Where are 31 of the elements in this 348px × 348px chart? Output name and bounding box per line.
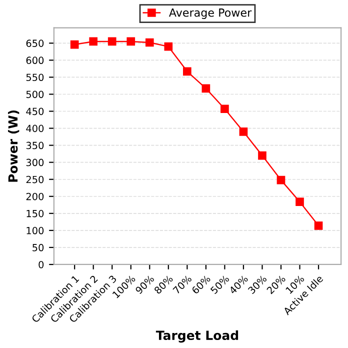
legend-label: Average Power bbox=[168, 8, 252, 19]
point bbox=[108, 37, 116, 46]
point bbox=[220, 104, 229, 114]
point bbox=[314, 221, 323, 230]
y-tick-label: 150 bbox=[26, 210, 44, 218]
y-tick-label: 400 bbox=[26, 124, 44, 132]
y-tick-label: 450 bbox=[26, 108, 44, 116]
y-tick-label: 0 bbox=[38, 260, 44, 268]
point bbox=[202, 84, 210, 93]
y-tick-label: 550 bbox=[26, 74, 44, 82]
y-axis-title: Power (W) bbox=[8, 110, 20, 182]
point bbox=[70, 40, 79, 49]
point bbox=[183, 67, 192, 76]
x-axis-title: Target Load bbox=[156, 330, 238, 343]
point bbox=[145, 38, 154, 47]
y-tick-label: 50 bbox=[32, 244, 44, 252]
y-tick-label: 650 bbox=[26, 40, 44, 47]
y-tick-label: 350 bbox=[26, 142, 44, 150]
point bbox=[89, 37, 98, 46]
point bbox=[239, 128, 248, 136]
y-tick-label: 250 bbox=[26, 176, 44, 184]
y-tick-label: 600 bbox=[26, 56, 44, 64]
point bbox=[164, 42, 173, 51]
y-tick-label: 200 bbox=[26, 192, 44, 200]
point bbox=[276, 176, 286, 184]
y-tick-label: 500 bbox=[26, 90, 44, 98]
y-tick-label: 300 bbox=[26, 158, 44, 166]
point bbox=[258, 151, 266, 160]
point bbox=[126, 37, 136, 46]
point bbox=[296, 198, 304, 206]
y-tick-label: 100 bbox=[26, 226, 44, 234]
